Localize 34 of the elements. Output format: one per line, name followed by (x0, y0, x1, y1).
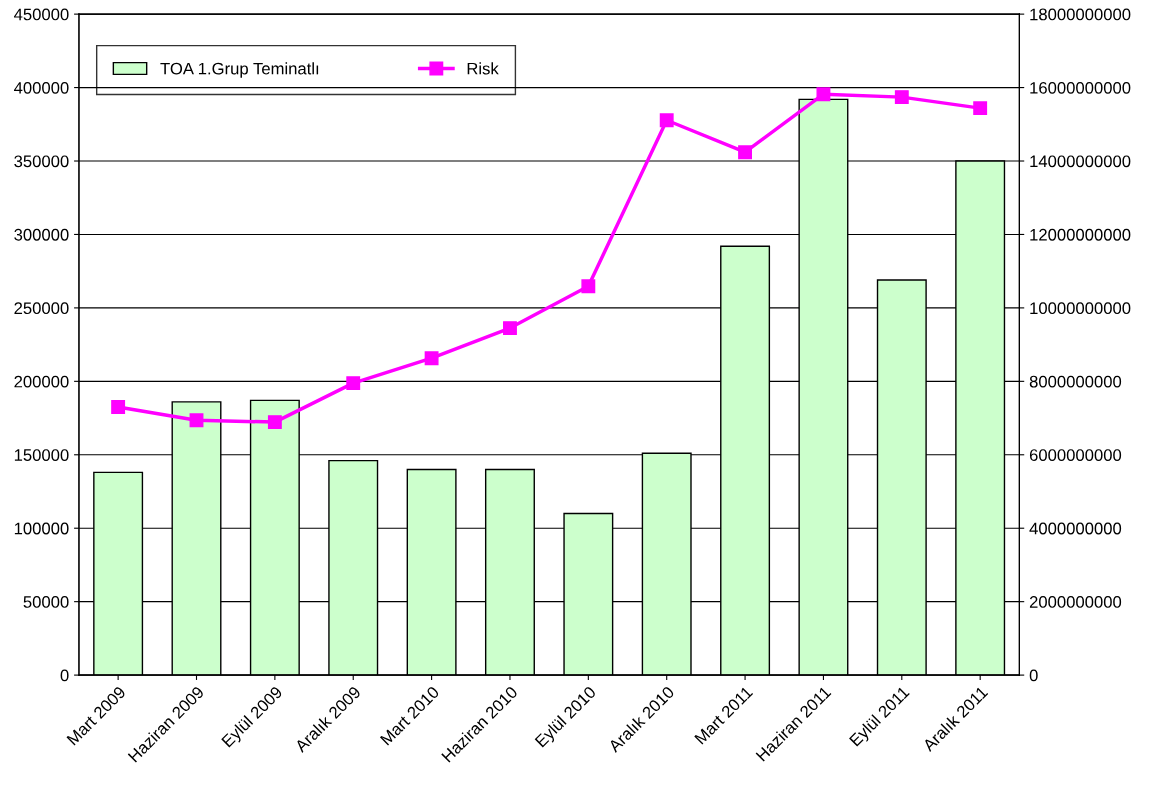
legend-label: TOA 1.Grup Teminatlı (160, 62, 319, 78)
y-tick-label: 350000 (14, 155, 69, 168)
point (424, 351, 439, 366)
legend-label: Risk (467, 62, 499, 75)
y-tick-label: 250000 (14, 302, 69, 315)
point (894, 90, 909, 105)
y2-tick-label: 0 (1029, 669, 1038, 682)
y-tick-label: 100000 (14, 522, 69, 535)
y2-tick-label: 2000000000 (1029, 596, 1122, 608)
y-tick-label: 50000 (23, 596, 69, 608)
point (503, 321, 517, 336)
point (738, 145, 753, 160)
y2-tick-label: 18000000000 (1030, 8, 1131, 21)
y2-tick-label: 12000000000 (1030, 228, 1131, 241)
point (111, 400, 126, 414)
point (189, 413, 204, 428)
y2-tick-label: 10000000000 (1030, 302, 1131, 315)
point (581, 279, 596, 294)
point (659, 113, 674, 128)
point (816, 87, 831, 102)
y-tick-label: 0 (60, 669, 69, 682)
y-tick-label: 150000 (14, 449, 69, 461)
y2-tick-label: 8000000000 (1029, 375, 1122, 388)
y-tick-label: 450000 (14, 8, 69, 21)
point (346, 376, 361, 391)
y2-tick-label: 14000000000 (1030, 155, 1131, 168)
y-tick-label: 300000 (14, 228, 69, 241)
point (973, 101, 988, 116)
point (267, 415, 282, 430)
y2-tick-label: 4000000000 (1029, 522, 1122, 535)
y2-tick-label: 6000000000 (1029, 449, 1122, 461)
y2-tick-label: 16000000000 (1030, 81, 1131, 94)
y-tick-label: 200000 (14, 375, 69, 388)
y-tick-label: 400000 (14, 81, 69, 94)
